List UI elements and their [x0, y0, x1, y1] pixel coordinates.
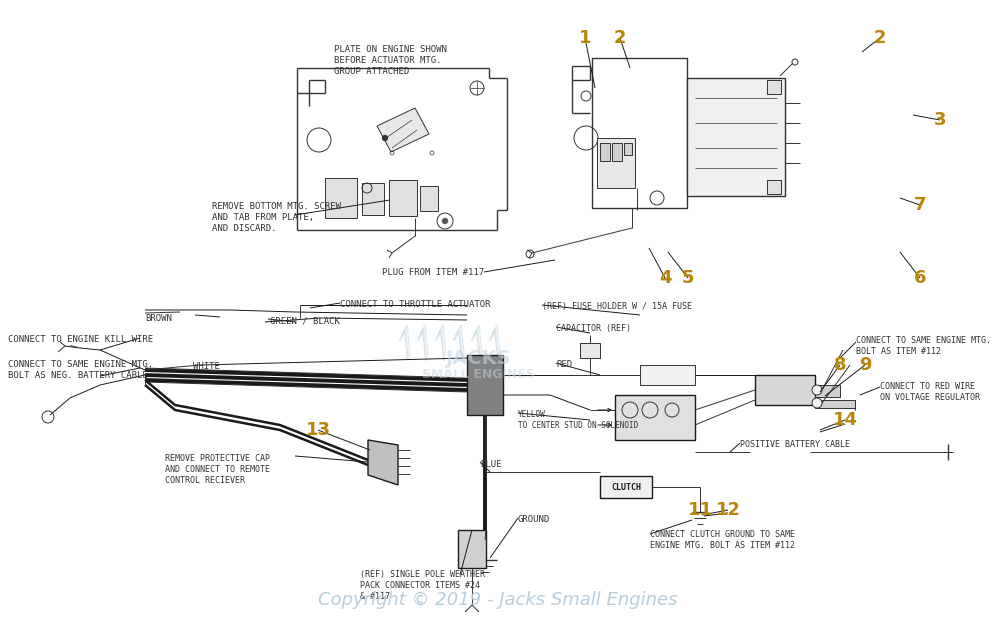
Text: 8: 8: [834, 356, 847, 374]
Polygon shape: [377, 108, 429, 152]
Bar: [612, 143, 622, 161]
Text: 4: 4: [658, 269, 671, 287]
Circle shape: [382, 135, 388, 141]
Text: 13: 13: [306, 421, 331, 439]
Bar: [600, 476, 652, 498]
Bar: [767, 180, 781, 194]
Text: 14: 14: [833, 411, 858, 429]
Text: CONNECT TO RED WIRE
ON VOLTAGE REGULATOR: CONNECT TO RED WIRE ON VOLTAGE REGULATOR: [880, 382, 980, 402]
Text: Copyright © 2019 - Jacks Small Engines: Copyright © 2019 - Jacks Small Engines: [319, 591, 677, 609]
Text: 2: 2: [614, 29, 626, 47]
Text: 3: 3: [933, 111, 946, 129]
Text: CONNECT TO THROTTLE ACTUATOR: CONNECT TO THROTTLE ACTUATOR: [340, 300, 490, 309]
Bar: [458, 530, 486, 568]
Bar: [389, 180, 417, 216]
Text: CAPACITOR (REF): CAPACITOR (REF): [556, 324, 631, 333]
Text: REMOVE PROTECTIVE CAP
AND CONNECT TO REMOTE
CONTROL RECIEVER: REMOVE PROTECTIVE CAP AND CONNECT TO REM…: [165, 454, 270, 485]
Text: RED: RED: [556, 360, 572, 369]
Bar: [767, 80, 781, 94]
Text: REMOVE BOTTOM MTG. SCREW
AND TAB FROM PLATE,
AND DISCARD.: REMOVE BOTTOM MTG. SCREW AND TAB FROM PL…: [212, 202, 341, 233]
Text: CONNECT TO SAME ENGINE MTG.
BOLT AS ITEM #112: CONNECT TO SAME ENGINE MTG. BOLT AS ITEM…: [856, 336, 991, 356]
Text: YELLOW
TO CENTER STUD ON SOLENOID: YELLOW TO CENTER STUD ON SOLENOID: [518, 410, 638, 430]
Bar: [600, 143, 610, 161]
Bar: [580, 343, 600, 358]
Bar: [597, 138, 635, 188]
Bar: [640, 365, 695, 385]
Text: WHITE: WHITE: [193, 362, 220, 371]
Bar: [755, 375, 815, 405]
Text: CONNECT TO ENGINE KILL WIRE: CONNECT TO ENGINE KILL WIRE: [8, 335, 153, 344]
Bar: [687, 78, 785, 196]
Text: 11: 11: [687, 501, 712, 519]
Bar: [624, 143, 632, 155]
Text: CONNECT CLUTCH GROUND TO SAME
ENGINE MTG. BOLT AS ITEM #112: CONNECT CLUTCH GROUND TO SAME ENGINE MTG…: [650, 530, 795, 550]
Text: CLUTCH: CLUTCH: [611, 483, 641, 491]
Text: BROWN: BROWN: [145, 314, 172, 323]
Text: BLUE: BLUE: [480, 460, 502, 469]
Text: 1: 1: [579, 29, 592, 47]
Text: 12: 12: [715, 501, 740, 519]
Text: POSITIVE BATTERY CABLE: POSITIVE BATTERY CABLE: [740, 440, 850, 449]
Text: PLATE ON ENGINE SHOWN
BEFORE ACTUATOR MTG.
GROUP ATTACHED: PLATE ON ENGINE SHOWN BEFORE ACTUATOR MT…: [334, 45, 446, 76]
Bar: [815, 400, 855, 408]
Text: SMALL ENGINES: SMALL ENGINES: [421, 367, 535, 381]
Bar: [615, 395, 695, 440]
Circle shape: [812, 385, 822, 395]
Circle shape: [442, 218, 448, 224]
Text: PLUG FROM ITEM #117: PLUG FROM ITEM #117: [381, 268, 484, 277]
Bar: [467, 355, 503, 415]
Text: 7: 7: [913, 196, 926, 214]
Bar: [325, 178, 357, 218]
Text: 5: 5: [681, 269, 694, 287]
Bar: [815, 385, 840, 397]
Polygon shape: [368, 440, 398, 485]
Bar: [420, 186, 438, 211]
Bar: [362, 183, 384, 215]
Bar: [592, 58, 687, 208]
Circle shape: [812, 398, 822, 408]
Text: (REF) FUSE HOLDER W / 15A FUSE: (REF) FUSE HOLDER W / 15A FUSE: [542, 302, 692, 311]
Text: (REF) SINGLE POLE WEATHER
PACK CONNECTOR ITEMS #24
& #117: (REF) SINGLE POLE WEATHER PACK CONNECTOR…: [360, 570, 485, 601]
Text: 6: 6: [913, 269, 926, 287]
Text: JACKS: JACKS: [445, 349, 511, 367]
Text: GREEN / BLACK: GREEN / BLACK: [270, 316, 340, 325]
Text: CONNECT TO SAME ENGINE MTG.
BOLT AS NEG. BATTERY CABLE: CONNECT TO SAME ENGINE MTG. BOLT AS NEG.…: [8, 360, 153, 380]
Text: 2: 2: [873, 29, 886, 47]
Text: GROUND: GROUND: [518, 515, 550, 524]
Text: 9: 9: [859, 356, 872, 374]
